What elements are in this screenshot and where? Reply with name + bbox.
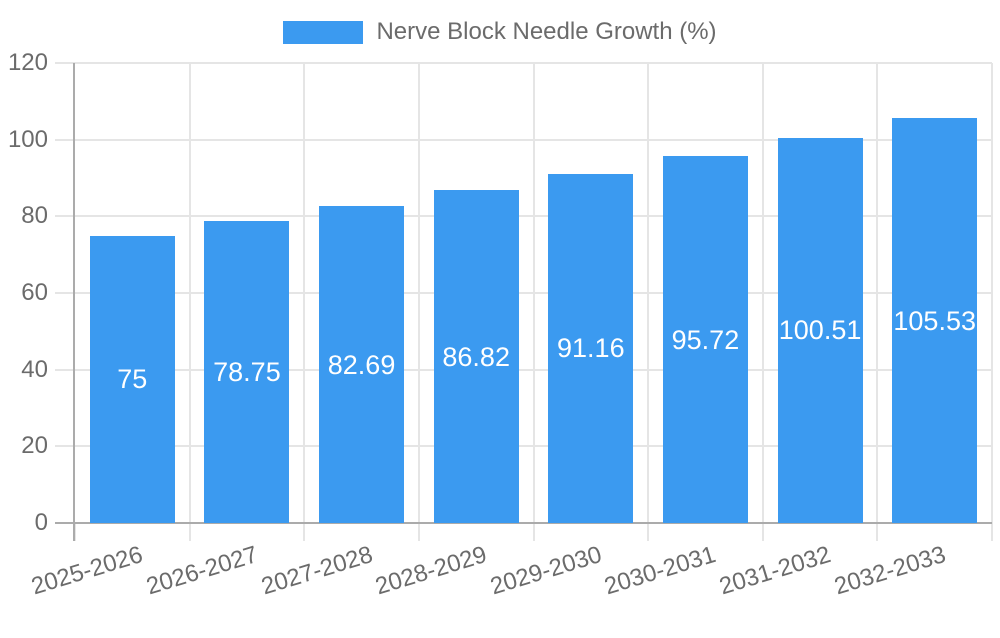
y-tick-mark [55, 445, 75, 448]
x-tick-mark [647, 523, 650, 541]
gridline-vertical [417, 63, 420, 523]
plot-area: 0 20 40 60 80 100 120 75 78.75 82.69 86.82 91.16 95.… [8, 49, 993, 600]
y-tick-label: 40 [21, 355, 48, 383]
gridline-vertical [532, 63, 535, 523]
bar[interactable]: 78.75 [204, 221, 290, 523]
y-tick-label: 60 [21, 279, 48, 306]
y-tick-label: 120 [7, 49, 48, 76]
bar[interactable]: 91.16 [548, 173, 634, 523]
x-tick-mark [761, 523, 764, 541]
bar-value-label: 95.72 [671, 324, 740, 355]
y-tick-label: 100 [7, 125, 48, 153]
bar[interactable]: 75 [89, 235, 175, 523]
bar-value-label: 100.51 [778, 315, 862, 346]
bar-value-label: 75 [117, 364, 148, 395]
x-axis-line [55, 522, 992, 524]
legend[interactable]: Nerve Block Needle Growth (%) [0, 18, 1000, 46]
x-tick-mark [532, 523, 535, 541]
x-tick-mark [303, 523, 306, 541]
y-tick-label: 0 [34, 509, 48, 536]
legend-swatch [283, 20, 364, 44]
x-tick-mark [188, 523, 191, 541]
y-tick-mark [55, 215, 75, 218]
gridline-vertical [647, 63, 650, 523]
bar-value-label: 86.82 [442, 341, 510, 372]
bar-value-label: 105.53 [893, 305, 976, 336]
bar[interactable]: 82.69 [319, 206, 405, 523]
x-tick-mark [417, 523, 420, 541]
x-tick-mark [74, 523, 76, 541]
bar-chart: Nerve Block Needle Growth (%) 0 20 40 60 80 1… [0, 18, 1000, 600]
legend-label: Nerve Block Needle Growth (%) [376, 18, 717, 45]
y-tick-label: 20 [21, 432, 48, 460]
gridline-vertical [991, 63, 993, 523]
bar-value-label: 78.75 [213, 357, 281, 388]
x-tick-mark [991, 523, 993, 541]
x-tick-mark [876, 523, 879, 541]
y-tick-mark [55, 62, 75, 64]
bar-value-label: 82.69 [327, 349, 396, 380]
bar[interactable]: 86.82 [433, 190, 519, 523]
gridline-vertical [303, 63, 306, 523]
gridline-vertical [876, 63, 879, 523]
y-tick-mark [55, 368, 75, 371]
bar-value-label: 91.16 [557, 333, 625, 364]
y-tick-mark [55, 292, 75, 294]
y-tick-label: 80 [21, 202, 48, 230]
gridline-vertical [761, 63, 764, 523]
bar[interactable]: 105.53 [892, 118, 978, 523]
bar[interactable]: 100.51 [777, 137, 863, 523]
y-axis-line [73, 63, 75, 541]
y-tick-mark [55, 138, 75, 141]
gridline-vertical [188, 63, 191, 523]
bar[interactable]: 95.72 [662, 156, 748, 523]
